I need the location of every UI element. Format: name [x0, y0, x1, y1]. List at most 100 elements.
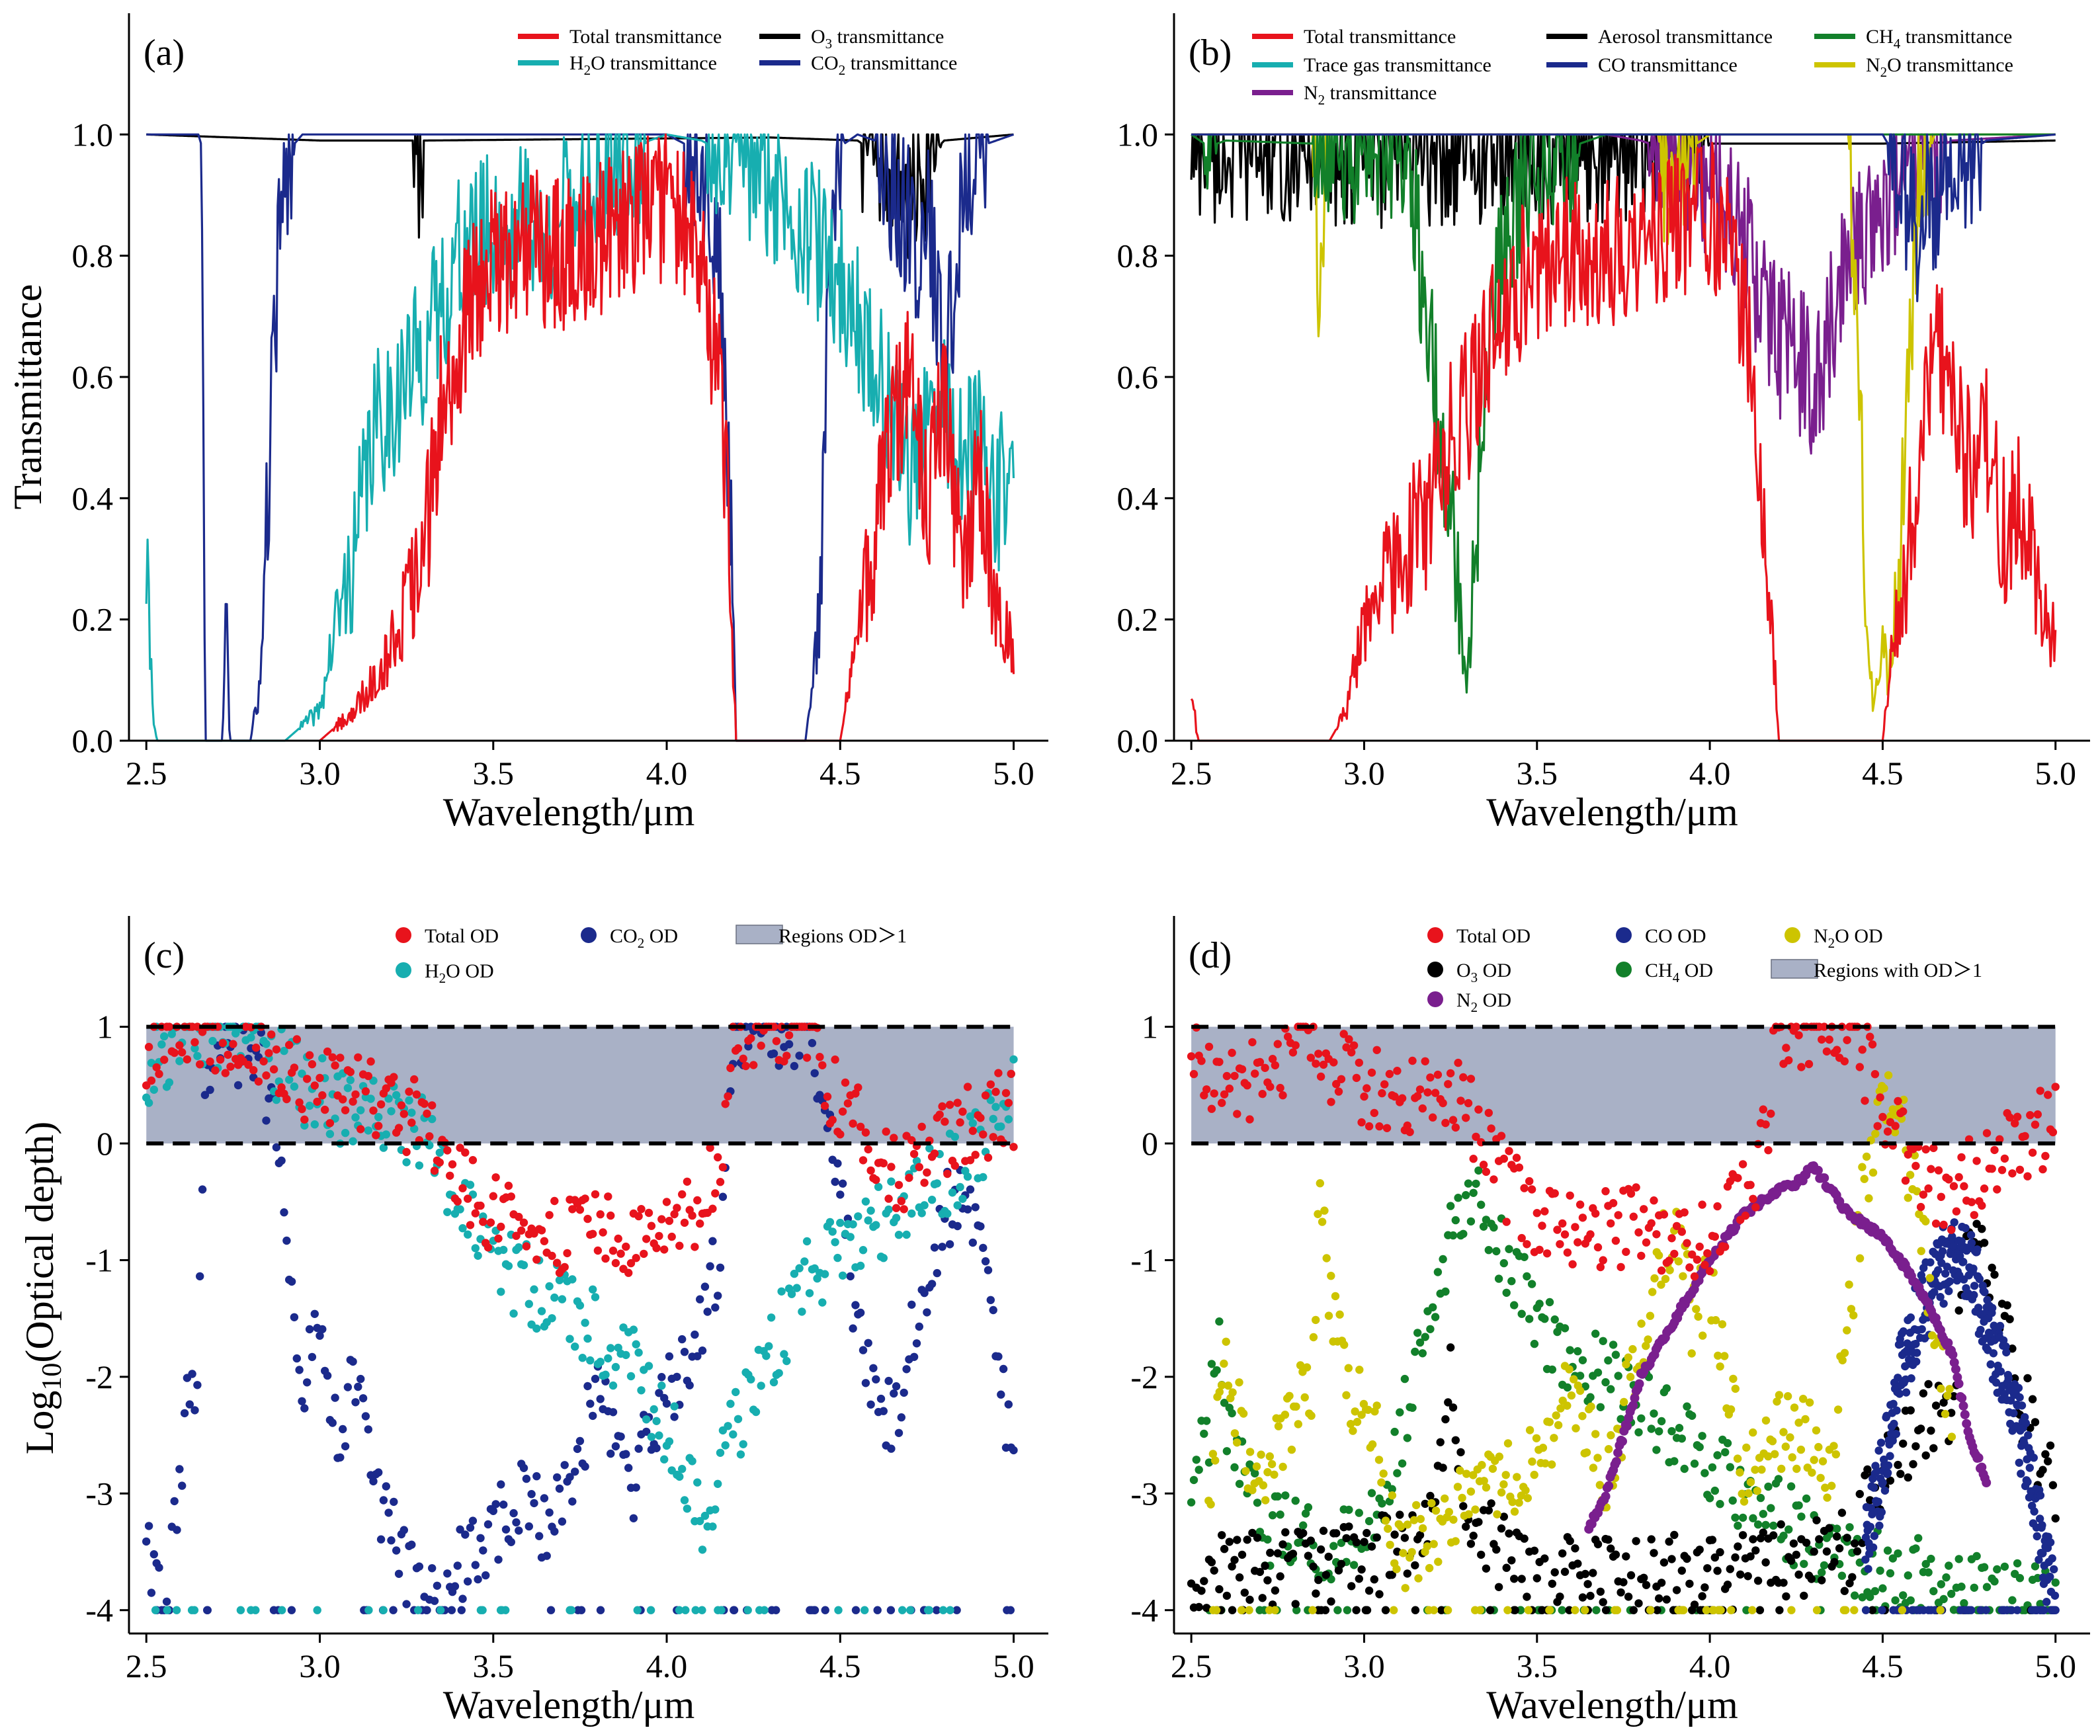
od-point-total — [1818, 1035, 1826, 1044]
od-point-h2o — [866, 1206, 875, 1215]
od-point-co2 — [175, 1465, 184, 1473]
legend-label: H2O transmittance — [569, 52, 717, 78]
od-point-n2o — [1499, 1480, 1508, 1489]
od-point-co2 — [458, 1594, 467, 1603]
od-point-total — [1357, 1118, 1366, 1127]
od-point-o3 — [1904, 1473, 1912, 1482]
od-point-ch4 — [1593, 1368, 1603, 1377]
od-point-ch4 — [1459, 1229, 1468, 1239]
od-point-total — [575, 1206, 585, 1214]
od-point-o3 — [1322, 1571, 1331, 1579]
od-point-ch4 — [1794, 1501, 1803, 1510]
od-point-co — [1912, 1357, 1921, 1366]
od-point-o3 — [1578, 1593, 1587, 1602]
od-point-co — [1936, 1293, 1945, 1302]
od-point-o3 — [1299, 1529, 1308, 1538]
od-point-co2 — [555, 1484, 564, 1493]
od-point-total — [1378, 1089, 1386, 1098]
od-point-total — [402, 1147, 411, 1157]
od-point-ch4 — [1592, 1606, 1601, 1614]
od-point-co — [1878, 1478, 1887, 1487]
od-point-total — [991, 1087, 1000, 1096]
od-point-o3 — [1558, 1549, 1567, 1558]
od-point-ch4 — [1439, 1255, 1447, 1264]
od-point-co2 — [616, 1432, 625, 1441]
od-point-o3 — [1607, 1544, 1615, 1553]
od-point-n2o — [1388, 1491, 1397, 1500]
od-point-total — [673, 1204, 681, 1212]
od-point-o3 — [1640, 1573, 1648, 1582]
od-point-h2o — [474, 1251, 482, 1261]
od-point-total — [1342, 1043, 1351, 1052]
od-point-total — [652, 1244, 661, 1253]
od-point-co2 — [591, 1374, 600, 1384]
legend-item-co2: CO2 transmittance — [759, 52, 957, 78]
od-point-ch4 — [1866, 1592, 1874, 1601]
od-point-n2o — [1320, 1206, 1329, 1215]
od-point-total — [693, 1196, 702, 1205]
od-point-n2o — [1372, 1401, 1381, 1410]
od-point-total — [614, 1234, 622, 1243]
od-point-total — [155, 1069, 163, 1079]
od-point-n2o — [1714, 1606, 1723, 1614]
od-point-h2o — [634, 1348, 643, 1357]
od-point-total — [313, 1097, 321, 1106]
od-point-co — [1866, 1522, 1875, 1531]
od-point-co — [1945, 1287, 1953, 1296]
od-point-ch4 — [1449, 1231, 1458, 1240]
od-point-ch4 — [1670, 1457, 1679, 1466]
od-point-n2o — [1245, 1448, 1255, 1456]
od-point-total — [589, 1229, 597, 1239]
od-point-o3 — [1327, 1597, 1335, 1606]
od-point-total — [632, 1254, 640, 1262]
od-point-h2o — [504, 1262, 513, 1270]
od-point-ch4 — [2008, 1596, 2017, 1604]
od-point-co2 — [566, 1473, 574, 1481]
od-point-h2o — [611, 1362, 620, 1372]
od-point-total — [1634, 1228, 1643, 1237]
od-point-total — [1591, 1209, 1600, 1218]
od-point-total — [394, 1124, 403, 1132]
od-point-o3 — [1919, 1389, 1928, 1398]
od-point-o3 — [1248, 1528, 1257, 1538]
od-point-h2o — [856, 1261, 865, 1270]
od-point-total — [423, 1109, 431, 1118]
od-point-total — [1734, 1174, 1742, 1182]
od-point-total — [1370, 1108, 1378, 1118]
od-point-total — [1626, 1189, 1636, 1198]
od-point-total — [2033, 1110, 2042, 1119]
od-point-co — [1874, 1446, 1883, 1455]
od-point-h2o — [280, 1046, 288, 1055]
od-point-total — [1640, 1205, 1648, 1214]
od-point-co2 — [706, 1262, 714, 1270]
od-point-ch4 — [1462, 1191, 1470, 1200]
od-point-o3 — [1830, 1557, 1839, 1567]
od-point-n2 — [1813, 1165, 1823, 1175]
od-point-co2 — [328, 1419, 337, 1427]
od-point-ch4 — [1675, 1424, 1684, 1432]
od-point-total — [2008, 1169, 2017, 1178]
od-point-ch4 — [1878, 1584, 1887, 1592]
od-point-total — [1542, 1249, 1552, 1258]
od-point-o3 — [2023, 1374, 2032, 1383]
od-point-o3 — [1510, 1575, 1519, 1583]
legend-swatch-dot — [1427, 991, 1443, 1007]
od-point-total — [1988, 1165, 1996, 1173]
od-point-o3 — [1990, 1270, 1999, 1279]
od-point-h2o — [751, 1407, 761, 1417]
od-point-ch4 — [1705, 1494, 1714, 1503]
od-point-co2 — [280, 1208, 288, 1217]
od-point-n2o — [1445, 1508, 1453, 1516]
od-point-total — [971, 1151, 980, 1159]
od-point-h2o — [545, 1282, 554, 1291]
panel-label: (a) — [144, 32, 185, 73]
od-point-n2o — [1855, 1254, 1865, 1262]
od-point-total — [1794, 1031, 1803, 1040]
od-point-total — [1466, 1075, 1476, 1083]
od-point-h2o — [555, 1276, 564, 1284]
od-point-co — [1872, 1467, 1882, 1475]
od-point-total — [872, 1175, 880, 1184]
od-point-n2o — [1545, 1606, 1554, 1614]
od-point-co2 — [560, 1461, 569, 1469]
od-point-o3 — [1642, 1581, 1651, 1589]
